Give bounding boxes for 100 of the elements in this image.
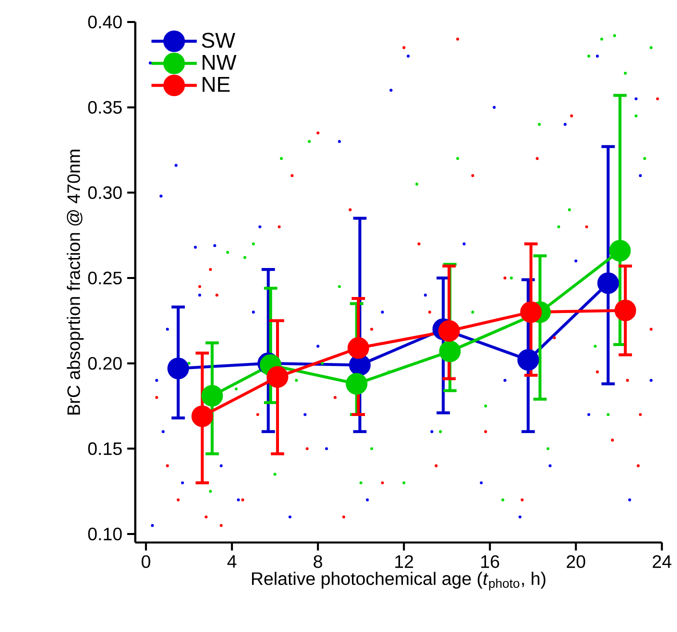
point	[198, 285, 202, 288]
point	[258, 225, 262, 228]
point	[585, 225, 588, 228]
point	[552, 336, 556, 340]
point	[484, 404, 488, 408]
point	[557, 225, 560, 228]
point	[370, 447, 374, 450]
point	[402, 46, 406, 50]
point	[439, 340, 461, 362]
point	[484, 430, 488, 434]
point	[338, 140, 341, 143]
point	[220, 524, 223, 527]
legend-label: NE	[202, 77, 230, 92]
point	[471, 174, 474, 178]
point	[338, 285, 341, 288]
point	[638, 174, 642, 178]
point	[176, 498, 180, 502]
point	[638, 413, 642, 416]
point	[406, 54, 410, 58]
point	[174, 164, 178, 167]
point	[342, 515, 346, 518]
point	[370, 328, 374, 331]
point	[587, 54, 590, 58]
point	[241, 498, 244, 502]
point	[606, 413, 610, 416]
y-tick-label: 0.25	[88, 272, 122, 284]
point	[438, 320, 460, 342]
point	[236, 498, 240, 502]
point	[325, 447, 328, 450]
point	[215, 294, 218, 297]
point	[304, 413, 306, 416]
point	[503, 276, 506, 280]
point	[252, 310, 255, 314]
point	[243, 256, 246, 259]
point	[536, 157, 539, 160]
point	[656, 97, 660, 100]
point	[613, 34, 616, 38]
x-tick-label: 24	[652, 555, 672, 568]
x-tick-label: 16	[481, 555, 500, 568]
point	[288, 515, 292, 518]
point	[428, 310, 432, 314]
point	[366, 498, 369, 502]
point	[434, 464, 438, 468]
point	[517, 349, 539, 371]
point	[346, 373, 368, 395]
point	[614, 300, 636, 322]
point	[160, 194, 162, 198]
point	[290, 174, 294, 178]
point	[456, 157, 460, 160]
point	[306, 447, 309, 450]
point	[609, 240, 631, 262]
point	[234, 387, 238, 390]
point	[610, 438, 614, 442]
point	[564, 122, 567, 126]
point	[316, 131, 320, 134]
point	[546, 447, 550, 450]
point	[417, 242, 420, 246]
y-tick-label: 0.20	[88, 356, 122, 370]
point	[181, 481, 184, 484]
point	[402, 481, 406, 484]
y-tick-label: 0.10	[88, 528, 122, 540]
point	[208, 268, 212, 271]
y-tick-label: 0.40	[88, 16, 122, 28]
point	[294, 378, 298, 382]
point	[520, 301, 542, 323]
point	[208, 490, 212, 493]
point	[634, 114, 638, 118]
point	[167, 358, 189, 380]
point	[334, 396, 337, 399]
point	[597, 272, 619, 294]
point	[518, 515, 522, 518]
point	[220, 464, 223, 468]
point	[510, 276, 513, 280]
point	[201, 384, 223, 407]
point	[273, 472, 276, 476]
point	[574, 259, 578, 262]
point	[480, 481, 483, 484]
point	[471, 310, 474, 314]
y-tick-label: 0.35	[88, 100, 122, 114]
x-tick-label: 8	[314, 555, 322, 568]
point	[643, 157, 646, 160]
point	[587, 413, 590, 416]
point	[316, 344, 320, 348]
point	[548, 464, 552, 468]
y-tick-label: 0.15	[88, 442, 122, 456]
point	[438, 430, 442, 434]
point	[390, 88, 392, 92]
point	[570, 114, 574, 118]
point	[348, 337, 370, 359]
point	[278, 225, 281, 228]
point	[166, 328, 169, 331]
point	[462, 242, 466, 246]
point	[636, 464, 640, 468]
point	[348, 208, 352, 212]
point	[198, 294, 202, 297]
point	[538, 122, 541, 126]
point	[430, 430, 434, 434]
legend-label: NW	[202, 55, 236, 70]
point	[162, 430, 165, 434]
y-axis-title: BrC absoprtion fraction @ 470nm	[66, 150, 84, 414]
